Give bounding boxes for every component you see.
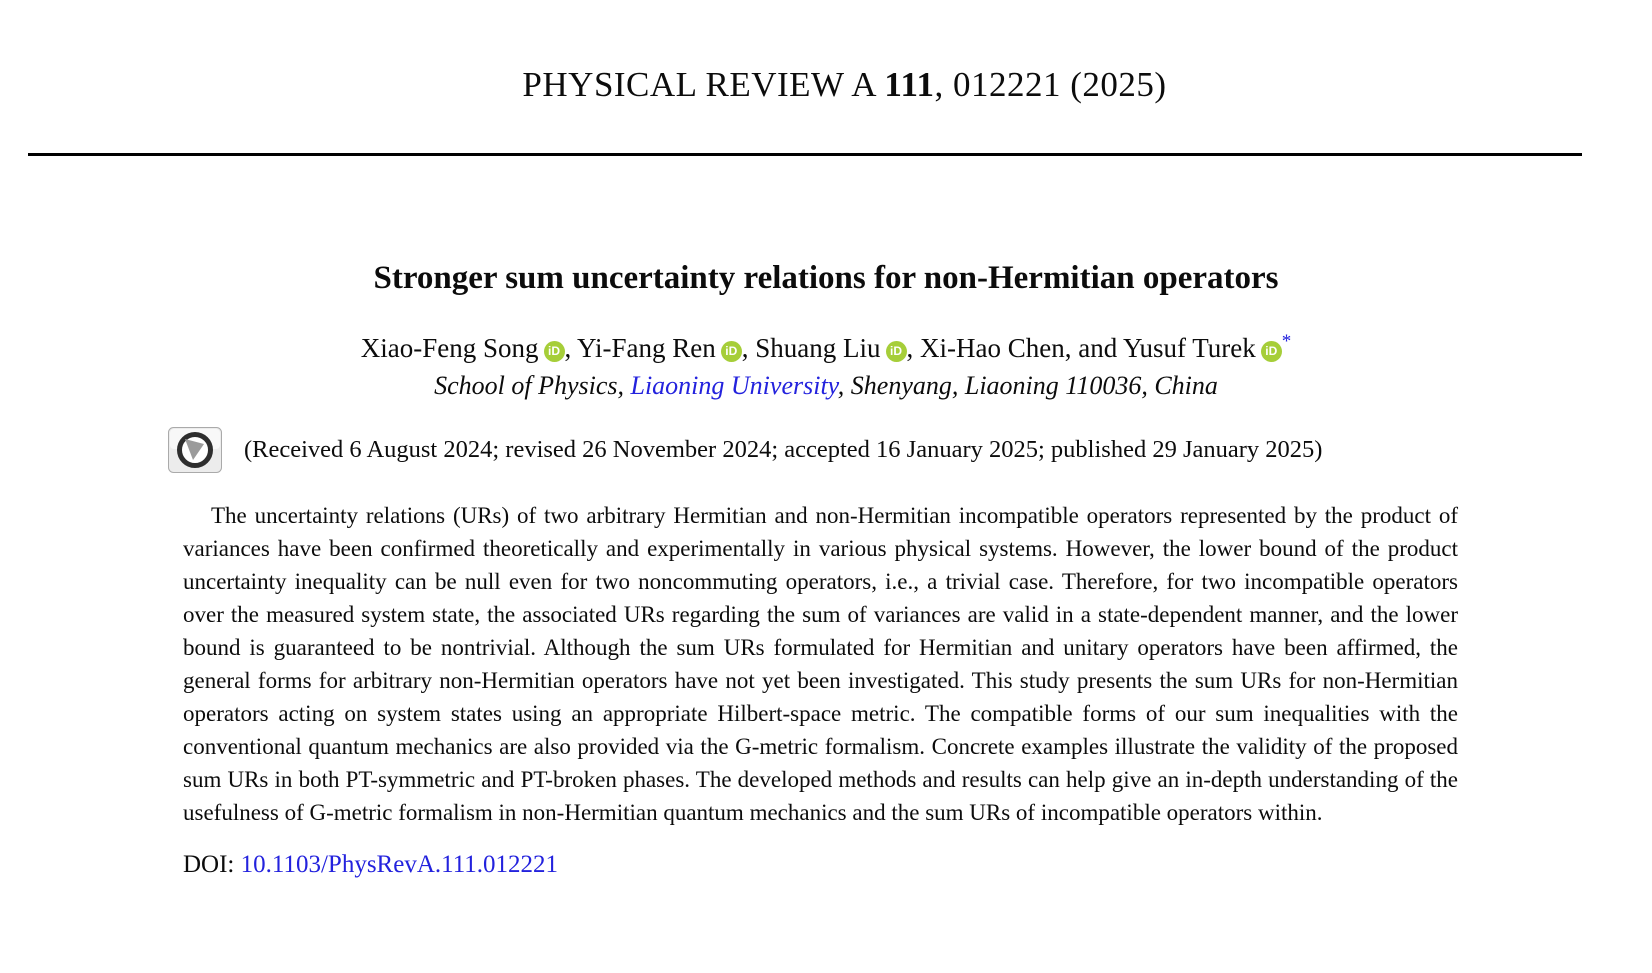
abstract-paragraph: The uncertainty relations (URs) of two a… [183, 503, 1458, 825]
author-separator: , [906, 333, 920, 363]
affiliation-text: School of Physics, [434, 371, 631, 400]
doi-line: DOI: 10.1103/PhysRevA.111.012221 [183, 851, 1652, 879]
journal-volume: 111 [884, 65, 935, 104]
affiliation-text: , Shenyang, Liaoning 110036, China [837, 371, 1218, 400]
article-title: Stronger sum uncertainty relations for n… [373, 260, 1279, 296]
received-history-text: (Received 6 August 2024; revised 26 Nove… [244, 436, 1323, 463]
orcid-icon[interactable]: iD [1260, 340, 1282, 362]
journal-name: PHYSICAL REVIEW A [522, 65, 885, 104]
history-row: (Received 6 August 2024; revised 26 Nove… [168, 427, 1652, 473]
header-divider [28, 153, 1582, 156]
affiliation-line: School of Physics, Liaoning University, … [0, 371, 1652, 401]
author-separator: , [741, 333, 756, 363]
affiliation-university-link[interactable]: Liaoning University [630, 371, 838, 400]
author-name: Xiao-Feng Song [360, 333, 539, 363]
journal-issue-info: , 012221 (2025) [934, 65, 1167, 104]
author-separator: , [564, 333, 577, 363]
author-name: Yusuf Turek [1122, 333, 1256, 363]
crossmark-icon[interactable] [168, 427, 222, 473]
author-separator: , and [1064, 333, 1123, 363]
orcid-icon[interactable]: iD [543, 340, 565, 362]
author-line: Xiao-Feng Song iD, Yi-Fang Ren iD, Shuang … [0, 331, 1652, 364]
journal-header: PHYSICAL REVIEW A 111, 012221 (2025) [0, 0, 1652, 145]
orcid-icon[interactable]: iD [885, 340, 907, 362]
corresponding-author-marker[interactable]: * [1281, 331, 1292, 352]
author-name: Xi-Hao Chen [920, 333, 1065, 363]
doi-label: DOI: [183, 851, 241, 878]
doi-link[interactable]: 10.1103/PhysRevA.111.012221 [240, 851, 559, 878]
author-name: Shuang Liu [755, 333, 881, 363]
author-name: Yi-Fang Ren [577, 333, 716, 363]
orcid-icon[interactable]: iD [720, 340, 742, 362]
